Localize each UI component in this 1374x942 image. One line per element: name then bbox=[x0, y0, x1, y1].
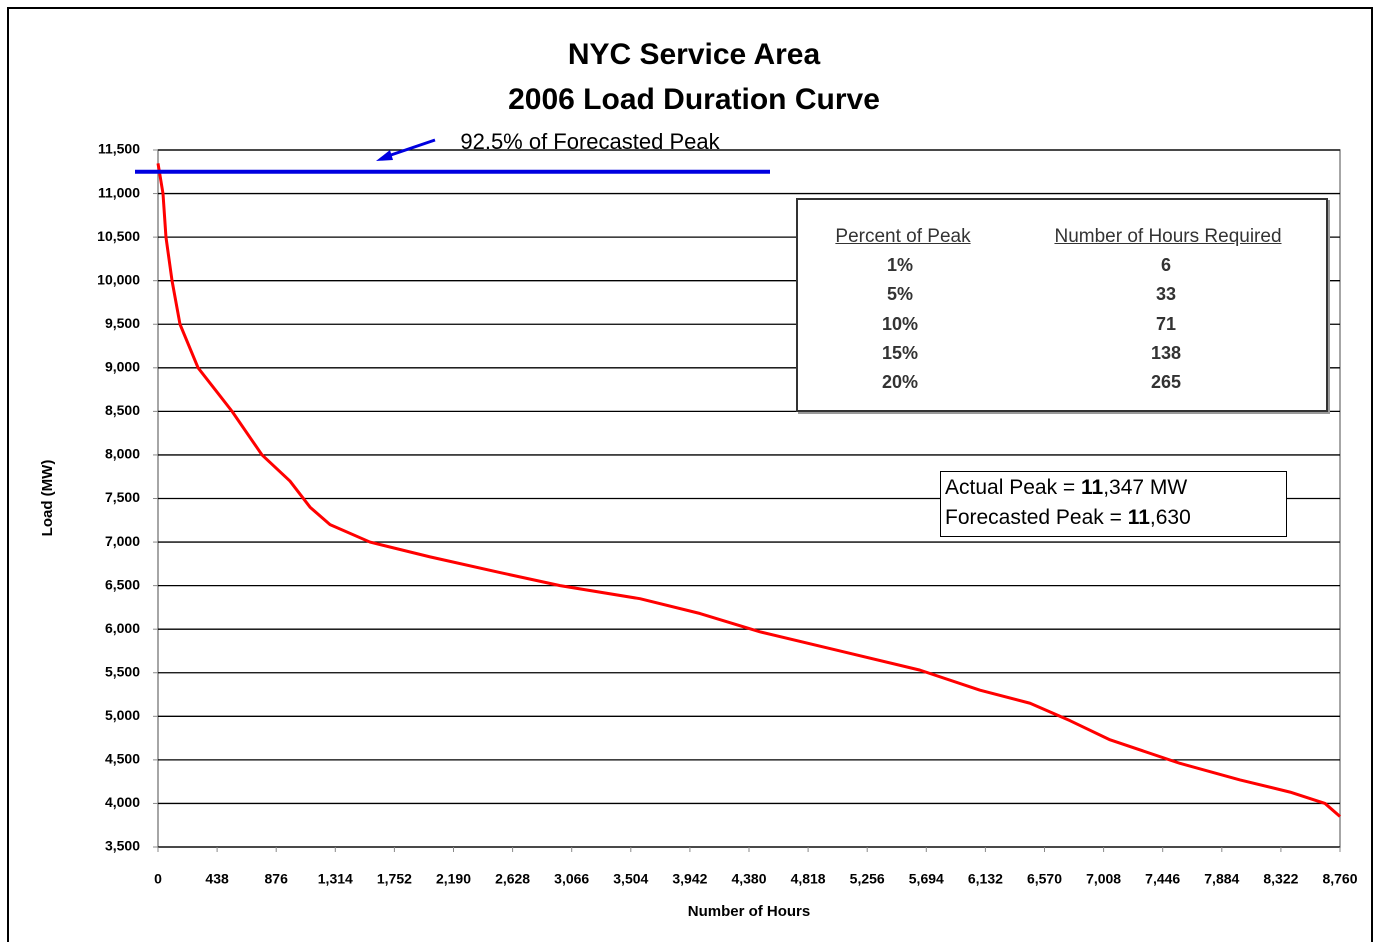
x-tick-label: 3,942 bbox=[672, 871, 707, 887]
y-tick-label: 8,500 bbox=[105, 402, 140, 418]
chart-subtitle: 2006 Load Duration Curve bbox=[508, 83, 880, 116]
x-tick-label: 8,322 bbox=[1263, 871, 1298, 887]
table-header: Percent of Peak bbox=[835, 226, 971, 247]
summary-table: Percent of Peak Number of Hours Required… bbox=[796, 198, 1328, 412]
peak-annotation: Actual Peak = 11,347 MW Forecasted Peak =… bbox=[940, 471, 1287, 537]
annotation-text: Actual Peak = bbox=[945, 476, 1081, 499]
y-tick-label: 4,500 bbox=[105, 751, 140, 767]
table-cell: 265 bbox=[1150, 372, 1182, 393]
table-header: Number of Hours Required bbox=[1054, 226, 1282, 247]
x-tick-label: 1,752 bbox=[377, 871, 412, 887]
y-tick-label: 11,000 bbox=[98, 184, 140, 200]
x-tick-label: 4,380 bbox=[731, 871, 766, 887]
y-axis-label: Load (MW) bbox=[39, 460, 56, 537]
y-tick-label: 7,000 bbox=[105, 533, 140, 549]
annotation-line: Actual Peak = 11,347 MW bbox=[945, 473, 1282, 503]
table-cell: 20% bbox=[881, 372, 919, 393]
table-cell: 71 bbox=[1155, 313, 1177, 334]
annotation-text: ,630 bbox=[1149, 506, 1191, 529]
y-tick-label: 6,000 bbox=[105, 620, 140, 636]
marks bbox=[135, 163, 1341, 818]
y-tick-label: 11,500 bbox=[98, 141, 140, 157]
annotation-line: Forecasted Peak = 11,630 bbox=[945, 503, 1282, 533]
annotation-text: 11 bbox=[1081, 476, 1104, 499]
y-tick-label: 10,000 bbox=[97, 271, 140, 287]
table-cell: 33 bbox=[1155, 284, 1177, 305]
table-cell: 5% bbox=[886, 284, 913, 305]
x-tick-label: 438 bbox=[205, 871, 229, 887]
x-axis-label: Number of Hours bbox=[688, 903, 811, 920]
grid: 3,500 4,000 4,500 5,000 5,500 6,000 6,500 7,000… bbox=[97, 141, 1358, 887]
annotation-text: 11 bbox=[1127, 506, 1150, 529]
y-tick-label: 5,000 bbox=[105, 707, 140, 723]
table-cell: 1% bbox=[886, 255, 913, 275]
load-curve bbox=[156, 163, 1341, 818]
y-tick-label: 10,500 bbox=[97, 228, 140, 244]
x-tick-label: 5,256 bbox=[850, 871, 885, 887]
x-tick-label: 0 bbox=[154, 871, 162, 887]
x-tick-label: 3,504 bbox=[613, 871, 648, 887]
x-tick-label: 876 bbox=[265, 871, 289, 887]
x-tick-label: 7,446 bbox=[1145, 871, 1180, 887]
y-tick-label: 9,000 bbox=[105, 359, 140, 375]
y-tick-label: 6,500 bbox=[105, 576, 140, 592]
annotation-text: Forecasted Peak = bbox=[945, 506, 1128, 529]
frame bbox=[7, 7, 1373, 942]
y-tick-label: 3,500 bbox=[105, 838, 140, 854]
y-tick-label: 8,000 bbox=[105, 446, 140, 462]
x-tick-label: 5,694 bbox=[909, 871, 944, 887]
arrow-shaft bbox=[384, 138, 436, 159]
table-cell: 6 bbox=[1160, 255, 1171, 275]
annotation-text: ,347 MW bbox=[1103, 476, 1188, 499]
table-cell: 138 bbox=[1150, 342, 1182, 363]
x-tick-label: 3,066 bbox=[554, 871, 589, 887]
arrow-head bbox=[376, 150, 393, 161]
x-tick-label: 8,760 bbox=[1322, 871, 1357, 887]
reference-label: 92.5% of Forecasted Peak bbox=[460, 129, 720, 154]
x-tick-label: 7,008 bbox=[1086, 871, 1121, 887]
x-tick-label: 6,132 bbox=[968, 871, 1003, 887]
y-tick-label: 7,500 bbox=[105, 489, 140, 505]
table-cell: 10% bbox=[881, 313, 919, 334]
x-tick-label: 7,884 bbox=[1204, 871, 1239, 887]
x-tick-label: 6,570 bbox=[1027, 871, 1062, 887]
table-cell: 15% bbox=[881, 342, 919, 363]
x-tick-label: 1,314 bbox=[318, 871, 353, 887]
y-tick-label: 4,000 bbox=[105, 794, 140, 810]
chart-title: NYC Service Area bbox=[568, 38, 821, 71]
x-tick-label: 2,628 bbox=[495, 871, 530, 887]
y-tick-label: 5,500 bbox=[105, 663, 140, 679]
x-tick-label: 2,190 bbox=[436, 871, 471, 887]
y-tick-label: 9,500 bbox=[105, 315, 140, 331]
x-tick-label: 4,818 bbox=[791, 871, 826, 887]
